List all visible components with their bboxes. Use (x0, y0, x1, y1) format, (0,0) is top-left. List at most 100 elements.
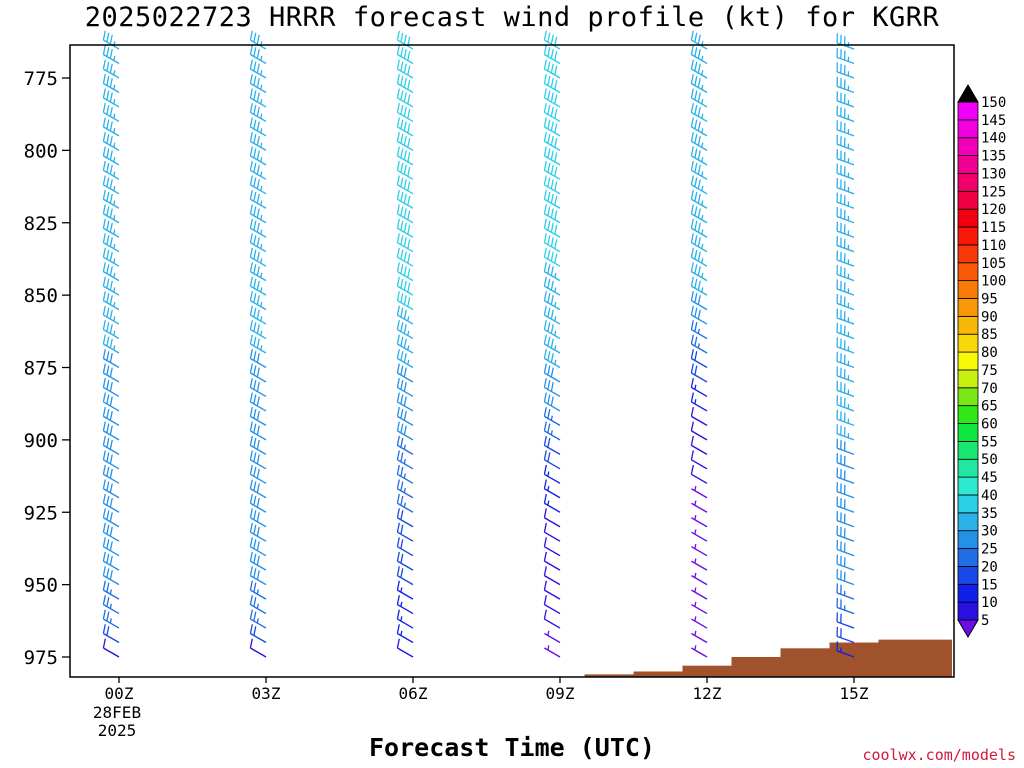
barb-feather (102, 160, 106, 171)
wind-barb (249, 450, 267, 470)
barb-feather (102, 435, 106, 446)
barb-feather (550, 295, 554, 305)
wind-barb (543, 479, 561, 499)
barb-feather (547, 437, 551, 448)
barb-staff (250, 459, 267, 470)
wind-barb (396, 624, 414, 644)
wind-barb (690, 175, 708, 195)
barb-feather (253, 380, 257, 390)
barb-feather (249, 262, 253, 272)
wind-barb (836, 221, 855, 238)
barb-staff (691, 502, 708, 513)
barb-staff (691, 155, 708, 166)
barb-feather (690, 45, 694, 55)
barb-half-feather (113, 84, 116, 90)
barb-staff (691, 401, 708, 412)
barb-feather (256, 280, 260, 291)
barb-staff (250, 473, 267, 484)
barb-feather (547, 119, 551, 130)
barb-feather (403, 49, 407, 59)
wind-barb (543, 45, 561, 65)
wind-barb (543, 160, 561, 180)
barb-staff (250, 517, 267, 528)
barb-feather (102, 204, 106, 214)
barb-half-feather (113, 55, 116, 61)
barb-feather (407, 109, 411, 119)
barb-staff (691, 111, 708, 123)
barb-feather (400, 408, 404, 419)
barb-feather (253, 47, 257, 57)
barb-staff (397, 632, 414, 644)
barb-feather (109, 454, 113, 464)
wind-barb (396, 74, 414, 94)
barb-half-feather (694, 572, 697, 578)
barb-half-feather (260, 55, 263, 61)
barb-staff (250, 618, 267, 629)
wind-barb (249, 508, 267, 528)
barb-feather (547, 394, 551, 405)
barb-feather (249, 291, 253, 301)
barb-staff (103, 314, 120, 325)
barb-staff (836, 317, 855, 325)
wind-barb (396, 247, 414, 267)
wind-barb (690, 378, 708, 398)
barb-feather (396, 247, 400, 258)
barb-feather (403, 425, 407, 436)
colorbar-label: 75 (981, 363, 998, 379)
barb-feather (109, 570, 113, 580)
wind-barb (690, 233, 708, 253)
wind-barb (396, 334, 414, 354)
barb-staff (836, 129, 855, 137)
barb-feather (249, 624, 253, 634)
wind-barb (543, 103, 561, 123)
barb-staff (691, 343, 708, 354)
barb-feather (109, 49, 113, 59)
barb-staff (691, 473, 708, 484)
wind-barb (249, 638, 267, 658)
barb-feather (407, 210, 411, 220)
barb-feather (256, 512, 260, 522)
barb-feather (690, 392, 694, 403)
wind-barb (249, 59, 267, 79)
barb-feather (697, 164, 701, 175)
wind-barb (691, 558, 708, 571)
wind-barb (102, 247, 120, 267)
y-tick-label: 900 (24, 430, 58, 452)
barb-feather (396, 493, 400, 504)
wind-barb (102, 59, 120, 79)
x-tick-label: 00Z (105, 684, 134, 703)
barb-feather (543, 189, 547, 200)
barb-feather (543, 218, 547, 229)
barb-staff (691, 430, 708, 441)
barb-staff (250, 184, 267, 195)
barb-staff (250, 256, 267, 267)
wind-barb (396, 218, 414, 238)
barb-feather (396, 334, 400, 345)
wind-barb (249, 435, 267, 455)
barb-feather (407, 253, 411, 264)
barb-staff (836, 100, 855, 108)
barb-half-feather (554, 330, 557, 336)
barb-feather (249, 204, 253, 214)
barb-feather (543, 334, 547, 345)
colorbar-segment (957, 280, 979, 299)
barb-staff (103, 256, 120, 267)
wind-barb (836, 424, 855, 441)
barb-feather (403, 251, 407, 262)
barb-feather (253, 90, 257, 101)
barb-feather (109, 208, 113, 218)
barb-staff (397, 242, 414, 253)
barb-feather (102, 262, 106, 272)
barb-feather (249, 378, 253, 388)
barb-staff (397, 184, 414, 195)
colorbar-label: 25 (981, 542, 998, 558)
colorbar-label: 45 (981, 470, 998, 486)
barb-feather (106, 423, 110, 434)
barb-feather (543, 551, 547, 562)
wind-barb (396, 160, 414, 180)
barb-feather (253, 626, 257, 636)
colorbar-segment (957, 530, 979, 549)
barb-staff (250, 589, 267, 600)
barb-half-feather (554, 301, 557, 307)
barb-staff (103, 603, 120, 615)
